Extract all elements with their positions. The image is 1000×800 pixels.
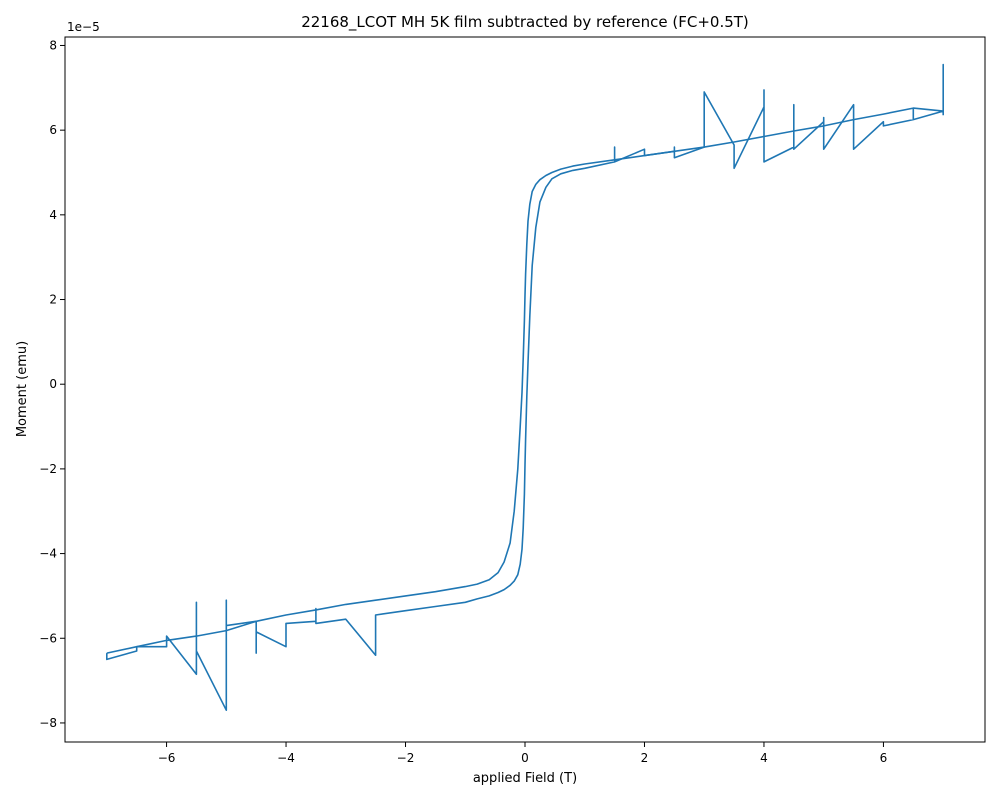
x-tick-label: −4 [277,751,295,765]
y-tick-label: 4 [49,208,57,222]
x-axis-label: applied Field (T) [473,771,577,786]
series-line-2 [106,107,944,654]
y-axis-label: Moment (emu) [15,341,30,437]
x-tick-label: −6 [158,751,176,765]
y-tick-label: 8 [49,38,57,52]
x-tick-label: 6 [880,751,888,765]
y-tick-label: −6 [39,631,57,645]
y-tick-label: 6 [49,123,57,137]
y-tick-label: −8 [39,716,57,730]
y-tick-label: −4 [39,547,57,561]
chart-title: 22168_LCOT MH 5K film subtracted by refe… [301,13,749,32]
x-tick-label: −2 [397,751,415,765]
series-line-1 [106,63,945,712]
y-tick-label: −2 [39,462,57,476]
x-tick-label: 2 [641,751,649,765]
series-layer [106,63,945,712]
x-tick-label: 4 [760,751,768,765]
plot-frame [64,36,986,743]
y-tick-label: 2 [49,293,57,307]
x-axis-ticks: −6 −4 −2 0 2 4 6 [158,742,888,765]
y-tick-label: 0 [49,377,57,391]
y-offset-label: 1e−5 [67,20,100,34]
x-tick-label: 0 [521,751,529,765]
y-axis-ticks: −8 −6 −4 −2 0 2 4 6 8 [39,38,65,730]
